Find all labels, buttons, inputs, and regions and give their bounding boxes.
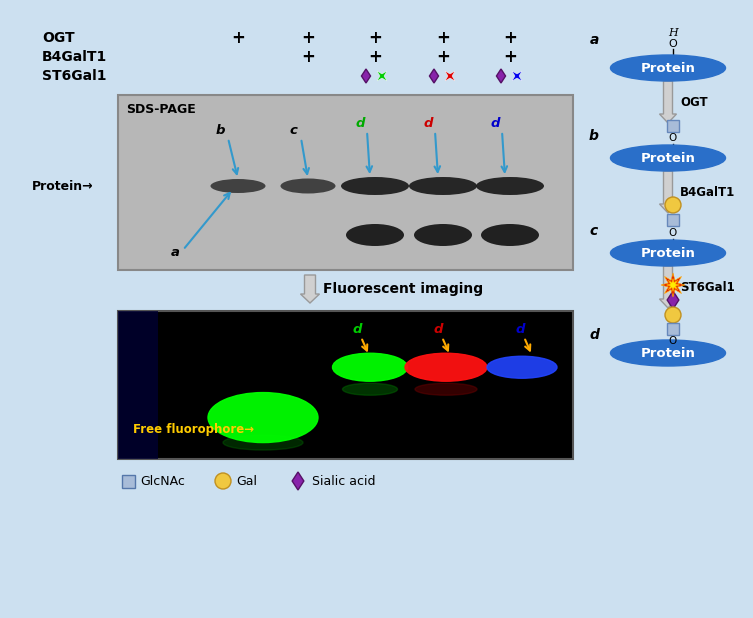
Polygon shape bbox=[292, 472, 304, 490]
Text: Protein: Protein bbox=[641, 151, 696, 164]
Ellipse shape bbox=[414, 224, 472, 246]
Ellipse shape bbox=[415, 383, 477, 396]
Text: O: O bbox=[669, 336, 677, 346]
Text: c: c bbox=[590, 224, 598, 238]
Text: d: d bbox=[433, 323, 443, 336]
Text: O: O bbox=[669, 228, 677, 238]
Text: OGT: OGT bbox=[42, 31, 75, 45]
Text: Gal: Gal bbox=[236, 475, 257, 488]
Text: +: + bbox=[368, 29, 382, 47]
Text: B4GalT1: B4GalT1 bbox=[42, 50, 107, 64]
Text: d: d bbox=[355, 117, 364, 130]
Ellipse shape bbox=[611, 340, 725, 366]
Text: +: + bbox=[301, 48, 315, 66]
Polygon shape bbox=[496, 69, 505, 83]
Polygon shape bbox=[666, 278, 680, 292]
Text: d: d bbox=[423, 117, 433, 130]
Text: Protein: Protein bbox=[641, 247, 696, 260]
Text: Protein: Protein bbox=[641, 347, 696, 360]
Bar bbox=[118, 311, 573, 459]
Ellipse shape bbox=[481, 224, 539, 246]
Text: Protein→: Protein→ bbox=[32, 179, 93, 192]
Text: d: d bbox=[490, 117, 500, 130]
Text: +: + bbox=[301, 29, 315, 47]
Text: H: H bbox=[668, 28, 678, 38]
Polygon shape bbox=[667, 291, 679, 309]
Text: +: + bbox=[436, 48, 450, 66]
Ellipse shape bbox=[281, 179, 336, 193]
Polygon shape bbox=[512, 71, 522, 81]
Text: b: b bbox=[215, 124, 224, 137]
Polygon shape bbox=[377, 71, 387, 81]
Polygon shape bbox=[429, 69, 438, 83]
Ellipse shape bbox=[343, 383, 398, 396]
Polygon shape bbox=[361, 69, 370, 83]
Text: SDS-PAGE: SDS-PAGE bbox=[126, 103, 196, 116]
Polygon shape bbox=[445, 71, 455, 81]
Text: O: O bbox=[669, 39, 678, 49]
Bar bbox=[667, 214, 679, 226]
Text: d: d bbox=[352, 323, 361, 336]
Text: ST6Gal1: ST6Gal1 bbox=[42, 69, 106, 83]
Ellipse shape bbox=[341, 177, 409, 195]
Text: +: + bbox=[503, 48, 517, 66]
Ellipse shape bbox=[487, 356, 557, 378]
Text: b: b bbox=[589, 129, 599, 143]
Ellipse shape bbox=[333, 353, 407, 381]
Ellipse shape bbox=[211, 179, 266, 193]
FancyArrow shape bbox=[660, 266, 676, 308]
Text: d: d bbox=[589, 328, 599, 342]
Bar bbox=[118, 95, 573, 270]
Text: O: O bbox=[669, 133, 677, 143]
Bar bbox=[667, 120, 679, 132]
Ellipse shape bbox=[611, 55, 725, 81]
Bar bbox=[118, 311, 158, 459]
Text: +: + bbox=[231, 29, 245, 47]
FancyArrow shape bbox=[300, 275, 319, 303]
Ellipse shape bbox=[346, 224, 404, 246]
Ellipse shape bbox=[409, 177, 477, 195]
Text: Sialic acid: Sialic acid bbox=[312, 475, 376, 488]
Text: Free fluorophore→: Free fluorophore→ bbox=[133, 423, 254, 436]
Polygon shape bbox=[661, 273, 685, 297]
Text: ST6Gal1: ST6Gal1 bbox=[680, 281, 735, 294]
Text: +: + bbox=[436, 29, 450, 47]
Text: Protein: Protein bbox=[641, 62, 696, 75]
Ellipse shape bbox=[405, 353, 487, 381]
Bar bbox=[667, 323, 679, 335]
Text: c: c bbox=[289, 124, 297, 137]
Ellipse shape bbox=[611, 145, 725, 171]
Text: GlcNAc: GlcNAc bbox=[140, 475, 185, 488]
Text: Fluorescent imaging: Fluorescent imaging bbox=[323, 282, 483, 296]
Text: a: a bbox=[590, 33, 599, 47]
Circle shape bbox=[215, 473, 231, 489]
Ellipse shape bbox=[223, 435, 303, 450]
Circle shape bbox=[665, 197, 681, 213]
Ellipse shape bbox=[476, 177, 544, 195]
FancyArrow shape bbox=[660, 171, 676, 213]
Text: OGT: OGT bbox=[680, 96, 708, 109]
Ellipse shape bbox=[208, 392, 318, 442]
Circle shape bbox=[665, 307, 681, 323]
Text: d: d bbox=[515, 323, 525, 336]
Text: +: + bbox=[503, 29, 517, 47]
FancyArrow shape bbox=[660, 81, 676, 123]
Text: +: + bbox=[368, 48, 382, 66]
Text: a: a bbox=[170, 245, 179, 258]
Bar bbox=[121, 475, 135, 488]
Ellipse shape bbox=[611, 240, 725, 266]
Text: B4GalT1: B4GalT1 bbox=[680, 185, 735, 198]
